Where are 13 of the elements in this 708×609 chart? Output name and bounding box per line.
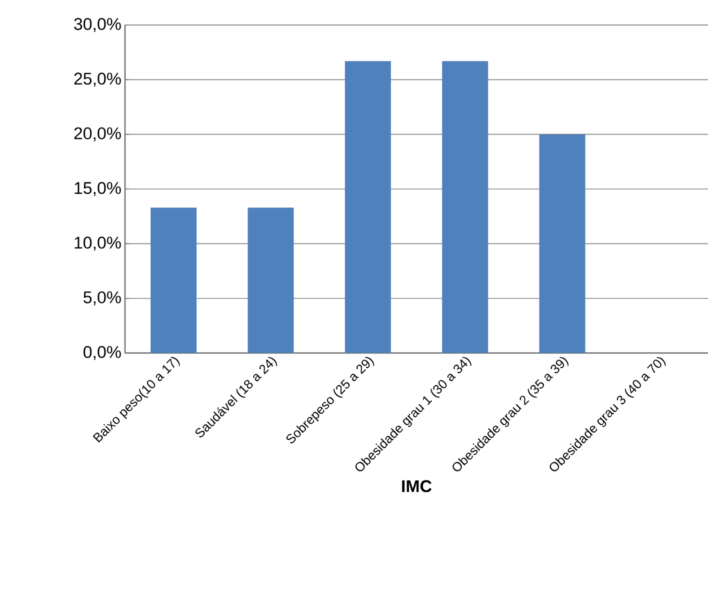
bar <box>442 61 488 354</box>
bar <box>344 61 391 354</box>
y-tick-label: 15,0% <box>74 182 121 196</box>
y-tick-label: 10,0% <box>74 236 121 251</box>
bar <box>539 134 586 354</box>
y-tick-label: 5,0% <box>84 291 121 306</box>
y-tick-label: 20,0% <box>74 127 121 142</box>
y-tick-label: 30,0% <box>74 18 121 32</box>
bar <box>248 208 294 354</box>
y-tick-label: 0,0% <box>84 346 121 360</box>
x-axis-title: IMC <box>402 480 432 492</box>
y-tick-label: 25,0% <box>74 72 121 87</box>
bar <box>150 208 197 354</box>
